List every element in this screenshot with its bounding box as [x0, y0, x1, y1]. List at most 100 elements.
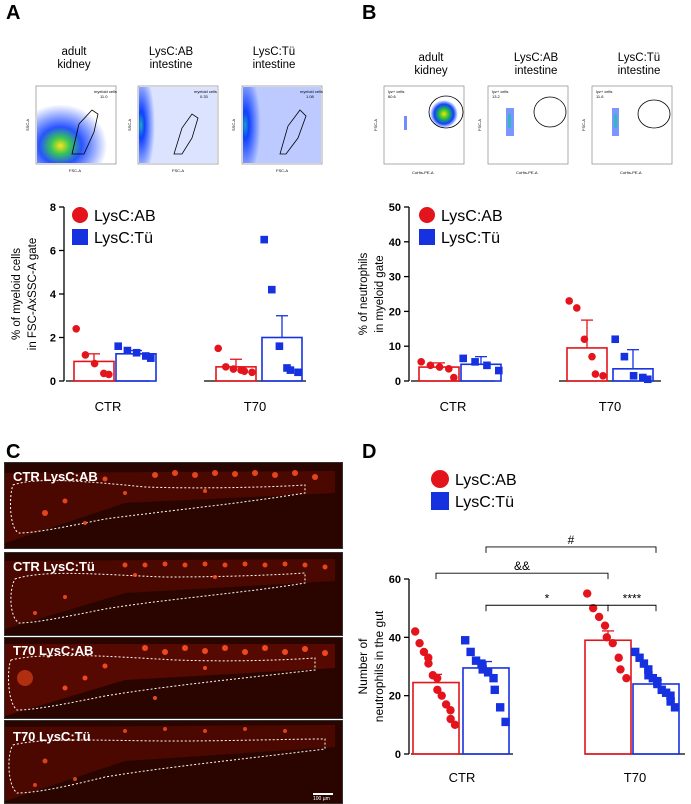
data-point: [248, 368, 256, 377]
data-point: [286, 366, 295, 374]
flow-a1-plot: myeloid cells 11.0 FSC-A SSC-A: [25, 85, 117, 173]
legend-marker: [72, 229, 88, 245]
y-tick-label: 30: [389, 272, 401, 284]
legend-marker: [431, 492, 449, 510]
fluor-t70-ab-svg: [5, 638, 342, 718]
y-tick-label: 40: [389, 632, 401, 644]
y-axis-label: in FSC-AxSSC-A gate: [27, 238, 39, 350]
data-point: [639, 659, 649, 668]
y-tick-label: 60: [389, 574, 401, 586]
data-point: [616, 665, 625, 674]
flow-a2-xaxis: FSC-A: [172, 168, 184, 173]
x-category-label: CTR: [95, 399, 122, 414]
flow-b2-yaxis: FSC-A: [477, 119, 482, 131]
data-point: [142, 352, 150, 360]
flow-b3-gate-label: lyz+ cells: [596, 89, 612, 94]
data-point: [147, 354, 155, 362]
flow-a-plots-svg: myeloid cells 11.0 FSC-A SSC-A myeloid c…: [25, 85, 323, 173]
data-point: [90, 359, 99, 368]
data-point: [471, 358, 479, 366]
data-point: [501, 717, 510, 727]
sig-bracket-ab-label: &&: [514, 559, 530, 573]
legend-label: LysC:Tü: [94, 230, 153, 247]
flow-b2-plot: lyz+ cells 13.2 CoHis-PE-A FSC-A: [477, 85, 569, 175]
data-point: [450, 373, 458, 382]
data-point: [580, 335, 589, 344]
flow-a1-gate-label: myeloid cells: [94, 89, 117, 94]
y-axis-label: % of neutrophils: [358, 253, 370, 336]
legend-label: LysC:AB: [94, 208, 156, 225]
data-point: [608, 638, 617, 648]
data-point: [666, 697, 675, 706]
legend-label: LysC:Tü: [441, 230, 500, 247]
flow-b3-title: LysC:Tü intestine: [617, 52, 661, 77]
panel-a-label: A: [6, 2, 21, 24]
y-tick-label: 10: [389, 341, 401, 353]
data-point: [229, 365, 238, 373]
fluor-ctr-tu-svg: [5, 553, 342, 635]
fluor-image-ctr-tu: CTR LysC:Tü: [4, 552, 343, 636]
data-point: [478, 665, 487, 674]
y-tick-label: 4: [50, 289, 57, 301]
sig-bracket-4star: [607, 604, 657, 612]
panel-c-label: C: [6, 441, 21, 463]
flow-b-plots-svg: lyz+ cells 60.6 CoHis-PE-A FSC-A lyz+ ce…: [373, 85, 673, 175]
legend-label: LysC:AB: [455, 472, 517, 489]
data-point: [653, 679, 662, 689]
data-point: [459, 354, 467, 363]
x-category-label: T70: [244, 399, 266, 414]
data-point: [433, 673, 442, 683]
fluor-t70-ab-label: T70 LysC:AB: [13, 643, 94, 658]
y-tick-label: 20: [389, 691, 401, 703]
y-tick-label: 2: [50, 333, 56, 345]
flow-a1-xaxis: FSC-A: [69, 168, 81, 173]
flow-a1-gate-value: 11.0: [100, 94, 108, 99]
flow-b1-yaxis: FSC-A: [373, 119, 378, 131]
data-point: [602, 633, 611, 642]
data-point: [639, 373, 647, 382]
fluor-image-ctr-ab: CTR LysC:AB: [4, 462, 343, 549]
data-point: [594, 612, 604, 622]
chart-b: 0 10 20 30 40 50 % of neutrophils in myeloid ga…: [358, 202, 661, 414]
flow-b3-plot: lyz+ cells 11.6 CoHis-PE-A FSC-A: [581, 85, 673, 175]
data-point: [670, 703, 680, 712]
y-tick-label: 40: [389, 237, 401, 249]
data-point: [294, 368, 302, 377]
flow-a3-xaxis: FSC-A: [276, 168, 288, 173]
fluor-t70-tu-label: T70 LysC:Tü: [13, 729, 91, 744]
data-point: [622, 673, 631, 683]
panel-b-label: B: [362, 2, 377, 24]
data-point: [268, 285, 276, 294]
data-point: [417, 358, 425, 366]
y-tick-label: 20: [389, 306, 401, 318]
data-point: [114, 342, 122, 350]
legend-marker: [72, 207, 88, 223]
y-tick-label: 50: [389, 202, 401, 214]
data-point: [477, 659, 486, 668]
chart-d: 0 20 40 60 Number of neutrophils in the gut CT…: [356, 470, 685, 785]
data-point: [483, 361, 491, 370]
sig-bracket-4star-label: ****: [623, 591, 642, 605]
data-point: [495, 366, 503, 375]
data-point: [72, 325, 80, 333]
y-axis-label: % of myeloid cells: [11, 248, 23, 340]
data-point: [424, 659, 433, 668]
chart-a: 0 2 4 6 8 % of myeloid cells in FSC-AxSSC-A ga…: [11, 202, 306, 414]
y-tick-label: 8: [50, 202, 56, 214]
fluor-ctr-ab-svg: [5, 463, 342, 548]
y-tick-label: 0: [395, 376, 401, 388]
flow-b3-gate-value: 11.6: [596, 94, 604, 99]
fluor-ctr-ab-label: CTR LysC:AB: [13, 469, 98, 484]
fluor-ctr-tu-label: CTR LysC:Tü: [13, 559, 95, 574]
data-point: [446, 706, 455, 715]
data-point: [466, 647, 475, 657]
data-point: [415, 638, 424, 648]
flow-b1-xaxis: CoHis-PE-A: [412, 170, 434, 175]
data-point: [433, 685, 442, 695]
flow-b2-title: LysC:AB intestine: [513, 52, 559, 77]
data-point: [495, 703, 505, 712]
data-point: [419, 647, 429, 657]
flow-b1-gate-label: lyz+ cells: [388, 89, 404, 94]
flow-a2-gate-value: 0.33: [200, 94, 209, 99]
flow-a3-gate-label: myeloid cells: [300, 89, 323, 94]
